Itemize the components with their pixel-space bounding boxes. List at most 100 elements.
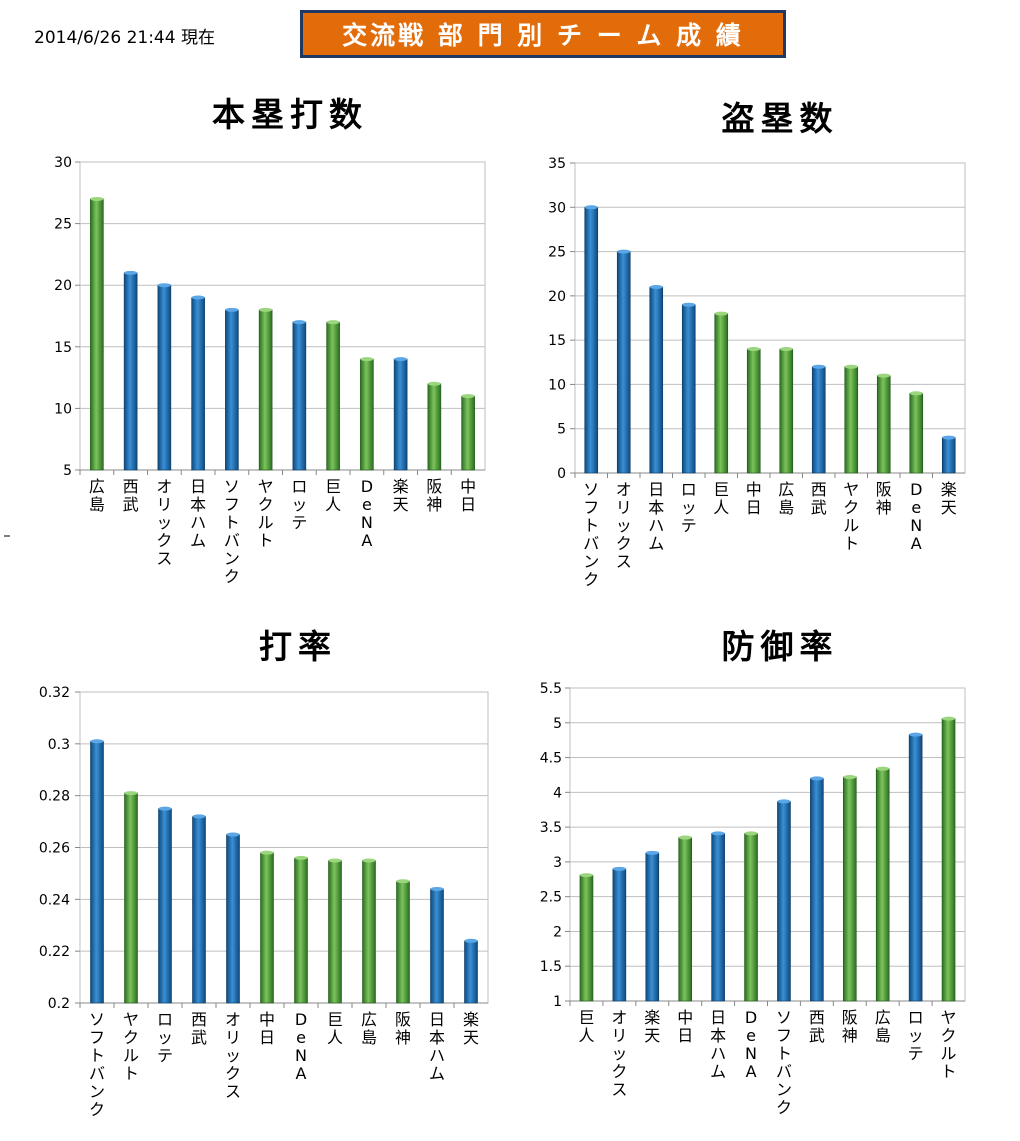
bar-日本ハム bbox=[649, 286, 664, 474]
x-tick-label: 楽天 bbox=[393, 477, 409, 514]
y-tick-label: 0.32 bbox=[39, 685, 70, 701]
x-tick-label: ロッテ bbox=[908, 1008, 924, 1063]
bar-cap bbox=[779, 347, 793, 351]
bar-cap bbox=[396, 879, 410, 884]
bar-cap bbox=[777, 799, 791, 804]
bar-cap bbox=[909, 732, 923, 737]
x-tick-label: 巨人 bbox=[325, 477, 341, 514]
chart-title-batting-average: 打率 bbox=[259, 627, 337, 666]
plot-area bbox=[569, 687, 966, 1002]
bar-ロッテ bbox=[681, 304, 696, 474]
x-tick-label: 中日 bbox=[677, 1008, 693, 1045]
x-tick-label: 広島 bbox=[778, 480, 794, 517]
x-tick-label: 阪神 bbox=[395, 1010, 411, 1047]
bar-cap bbox=[714, 311, 728, 316]
bar-cap bbox=[292, 320, 306, 325]
y-tick-label: 0.22 bbox=[39, 944, 70, 960]
bar-cap bbox=[362, 858, 376, 863]
x-tick-label: 中日 bbox=[460, 477, 476, 514]
y-tick-label: 0.24 bbox=[39, 892, 70, 908]
bar-西武 bbox=[123, 272, 138, 471]
bar-cap bbox=[579, 873, 593, 878]
bar-cap bbox=[294, 855, 308, 860]
x-tick-label: 阪神 bbox=[426, 477, 442, 514]
bar-広島 bbox=[779, 348, 794, 474]
x-tick-label: 西武 bbox=[809, 1008, 825, 1045]
x-tick-label: ヤクルト bbox=[843, 480, 859, 553]
bar-ヤクルト bbox=[941, 718, 956, 1002]
bar-cap bbox=[259, 307, 273, 312]
x-tick-label: 西武 bbox=[811, 480, 827, 517]
bar-cap bbox=[812, 364, 826, 369]
bar-ソフトバンク bbox=[225, 309, 239, 471]
x-tick-label: ソフトバンク bbox=[224, 477, 240, 586]
y-tick-label: 10 bbox=[54, 401, 72, 417]
chart-title-stolen-bases: 盗塁数 bbox=[721, 99, 839, 138]
x-tick-label: 阪神 bbox=[842, 1008, 858, 1045]
bar-cap bbox=[90, 196, 104, 201]
bar-cap bbox=[747, 347, 761, 351]
x-tick-label: 西武 bbox=[191, 1010, 207, 1047]
x-tick-label: ヤクルト bbox=[941, 1008, 957, 1081]
bar-cap bbox=[711, 831, 725, 836]
bar-日本ハム bbox=[191, 297, 205, 471]
x-tick-label: 日本ハム bbox=[710, 1008, 726, 1081]
bar-ヤクルト bbox=[258, 309, 273, 471]
bar-阪神 bbox=[396, 880, 410, 1004]
y-tick-label: 0.26 bbox=[39, 841, 70, 857]
bar-楽天 bbox=[645, 852, 660, 1002]
bar-cap bbox=[394, 357, 408, 362]
bar-阪神 bbox=[427, 383, 442, 471]
bar-オリックス bbox=[612, 868, 627, 1002]
y-tick-label: 1.5 bbox=[540, 959, 562, 975]
bar-DeNA bbox=[360, 358, 374, 471]
bar-DeNA bbox=[744, 833, 758, 1002]
y-tick-label: 30 bbox=[548, 200, 566, 216]
x-tick-label: オリックス bbox=[225, 1010, 241, 1101]
bar-ソフトバンク bbox=[90, 740, 104, 1004]
timestamp-label: 2014/6/26 21:44 現在 bbox=[34, 28, 215, 48]
bar-cap bbox=[942, 716, 956, 721]
y-tick-label: 15 bbox=[548, 333, 566, 349]
y-tick-label: 1 bbox=[553, 994, 562, 1010]
x-tick-label: ヤクルト bbox=[123, 1010, 139, 1083]
bar-cap bbox=[645, 850, 659, 855]
x-tick-label: 広島 bbox=[361, 1010, 377, 1047]
x-tick-label: 広島 bbox=[89, 477, 105, 514]
x-tick-label: ロッテ bbox=[291, 477, 307, 532]
bar-オリックス bbox=[157, 284, 172, 471]
x-tick-label: 日本ハム bbox=[190, 477, 206, 550]
x-tick-label: 日本ハム bbox=[648, 480, 664, 553]
bar-cap bbox=[260, 850, 274, 855]
bar-ソフトバンク bbox=[777, 801, 791, 1002]
bar-cap bbox=[124, 270, 138, 275]
bar-cap bbox=[612, 866, 626, 871]
bar-巨人 bbox=[326, 321, 340, 471]
bar-cap bbox=[158, 806, 172, 811]
bar-cap bbox=[191, 295, 205, 300]
y-tick-label: 20 bbox=[54, 278, 72, 294]
x-tick-label: ロッテ bbox=[681, 480, 697, 535]
bar-DeNA bbox=[909, 392, 924, 474]
bar-cap bbox=[430, 886, 444, 891]
bar-cap bbox=[427, 381, 441, 386]
bar-広島 bbox=[362, 860, 376, 1004]
bar-cap bbox=[844, 364, 858, 369]
bar-cap bbox=[124, 791, 138, 796]
x-tick-label: 中日 bbox=[746, 480, 762, 517]
x-tick-label: ロッテ bbox=[157, 1010, 173, 1065]
x-tick-label: ヤクルト bbox=[258, 477, 274, 550]
bar-cap bbox=[744, 831, 758, 836]
bar-cap bbox=[617, 249, 631, 254]
chart-2: 0.2 0.22 0.24 0.26 0.28 0.3 0.32 ソフトバンク ヤクルト ロッテ 西… bbox=[39, 685, 489, 1119]
bar-日本ハム bbox=[711, 833, 725, 1002]
x-tick-label: 巨人 bbox=[327, 1010, 343, 1047]
y-tick-label: 0 bbox=[557, 466, 566, 482]
x-tick-label: オリックス bbox=[156, 477, 172, 568]
bar-cap bbox=[226, 832, 240, 837]
bar-cap bbox=[843, 775, 857, 780]
bar-楽天 bbox=[464, 940, 478, 1004]
